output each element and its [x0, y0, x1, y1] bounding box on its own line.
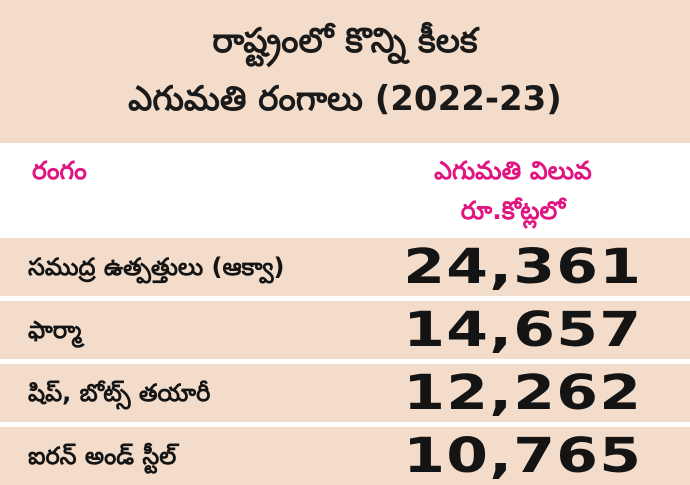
- export-value: 14,657: [402, 302, 642, 358]
- export-value: 12,262: [402, 365, 642, 421]
- title-line-1: రాష్ట్రంలో కొన్ని కీలక: [212, 21, 478, 61]
- table-body: సముద్ర ఉత్పత్తులు (ఆక్వా) 24,361 ఫార్మా …: [0, 235, 690, 485]
- export-value: 24,361: [402, 239, 642, 295]
- sector-name: ఫార్మా: [28, 316, 82, 344]
- sector-column-header: రంగం: [32, 156, 87, 185]
- sector-name: ఐరన్ అండ్ స్టీల్: [28, 442, 177, 470]
- table-row: సముద్ర ఉత్పత్తులు (ఆక్వా) 24,361: [0, 238, 690, 296]
- export-value: 10,765: [402, 428, 642, 484]
- table-row: షిప్, బోట్స్ తయారీ 12,262: [0, 364, 690, 422]
- sector-name: సముద్ర ఉత్పత్తులు (ఆక్వా): [28, 253, 285, 281]
- table-row: ఫార్మా 14,657: [0, 301, 690, 359]
- value-unit-label: రూ.కోట్లలో: [460, 196, 566, 225]
- title-block: రాష్ట్రంలో కొన్ని కీలక ఎగుమతి రంగాలు (20…: [0, 0, 690, 143]
- sector-name: షిప్, బోట్స్ తయారీ: [28, 379, 211, 407]
- table-header: రంగం ఎగుమతి విలువ రూ.కోట్లలో: [0, 143, 690, 235]
- table-row: ఐరన్ అండ్ స్టీల్ 10,765: [0, 427, 690, 485]
- value-column-header: ఎగుమతి విలువ: [434, 156, 592, 185]
- title-line-2: ఎగుమతి రంగాలు (2022-23): [128, 79, 562, 119]
